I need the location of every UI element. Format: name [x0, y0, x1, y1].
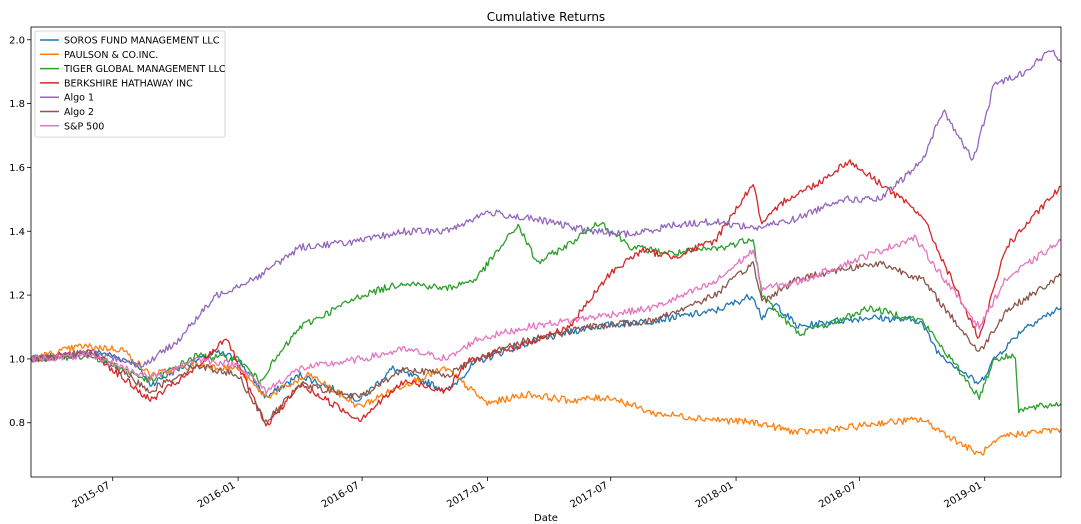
y-tick-label: 1.4 [9, 227, 25, 238]
y-tick-label: 2.0 [9, 35, 25, 46]
y-tick-label: 1.8 [9, 99, 25, 110]
x-tick-label: 2018-01 [694, 480, 736, 510]
y-tick-label: 1.6 [9, 163, 25, 174]
series-line-5 [30, 260, 1062, 423]
legend-label: Algo 2 [64, 107, 94, 118]
y-tick-label: 1.0 [9, 354, 25, 365]
legend-label: SOROS FUND MANAGEMENT LLC [64, 36, 220, 47]
series-line-3 [30, 159, 1062, 427]
x-tick-label: 2019-01 [943, 480, 985, 510]
legend-label: TIGER GLOBAL MANAGEMENT LLC [63, 64, 226, 75]
legend-box [34, 30, 226, 138]
plot-frame [30, 26, 1062, 478]
legend: SOROS FUND MANAGEMENT LLC PAULSON & CO.IN… [34, 30, 226, 138]
y-tick-label: 1.2 [9, 291, 25, 302]
legend-label: S&P 500 [64, 121, 104, 132]
x-tick-label: 2016-07 [320, 480, 362, 510]
y-tick-label: 0.8 [9, 418, 25, 429]
legend-label: Algo 1 [64, 93, 94, 104]
series-line-1 [30, 343, 1062, 456]
series-layer [30, 49, 1062, 456]
series-line-4 [30, 49, 1062, 368]
series-line-6 [30, 234, 1062, 395]
x-tick-label: 2016-01 [196, 480, 238, 510]
chart-title: Cumulative Returns [487, 10, 605, 24]
series-line-0 [30, 293, 1062, 402]
series-line-2 [30, 221, 1062, 414]
x-tick-label: 2015-07 [71, 480, 113, 510]
x-axis-label: Date [534, 513, 558, 524]
legend-label: BERKSHIRE HATHAWAY INC [64, 78, 193, 89]
legend-label: PAULSON & CO.INC. [64, 50, 158, 61]
y-axis: 0.8 1.0 1.2 1.4 1.6 1.8 2.0 [9, 35, 31, 429]
x-tick-label: 2017-07 [569, 480, 611, 510]
x-tick-label: 2017-01 [445, 480, 487, 510]
x-tick-label: 2018-07 [817, 480, 859, 510]
x-axis: 2015-07 2016-01 2016-07 2017-01 2017-07 2018-… [71, 477, 986, 510]
